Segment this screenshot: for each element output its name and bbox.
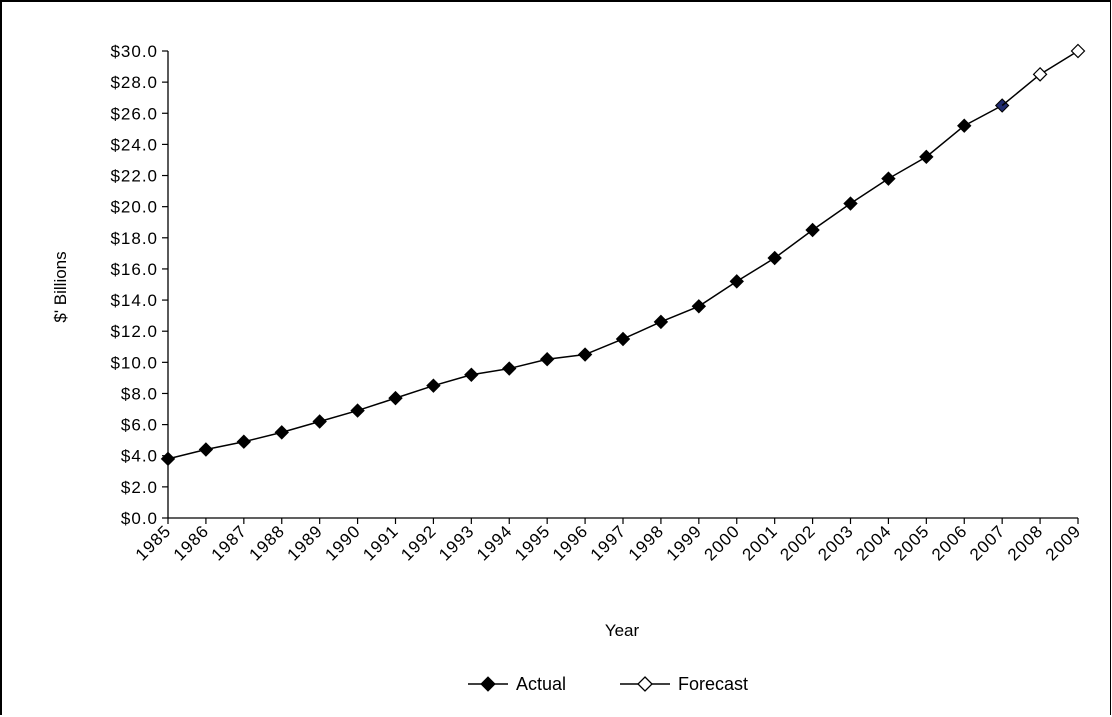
x-tick-label: 2009 (1042, 521, 1085, 564)
data-point-actual-2006 (957, 118, 972, 133)
x-tick-label: 1989 (283, 521, 326, 564)
data-point-actual-1986 (198, 442, 214, 457)
legend-marker-actual (480, 676, 496, 692)
legend: Actual Forecast (468, 674, 748, 694)
data-point-actual-1992 (426, 378, 441, 393)
x-tick-label: 2001 (738, 521, 781, 564)
y-tick-label: $10.0 (110, 353, 158, 372)
data-point-actual-1995 (539, 352, 555, 367)
data-point-actual-2004 (881, 171, 896, 186)
data-point-actual-1993 (464, 367, 479, 382)
y-tick-label: $0.0 (121, 509, 158, 528)
y-tick-label: $30.0 (110, 42, 158, 61)
x-tick-label: 2002 (776, 521, 819, 564)
data-point-actual-1990 (350, 403, 365, 418)
y-tick-label: $4.0 (121, 447, 158, 466)
y-tick-label: $14.0 (110, 291, 158, 310)
x-tick-label: 1988 (246, 521, 289, 564)
y-axis-title: $' Billions (51, 251, 70, 322)
data-point-actual-1985 (160, 451, 176, 467)
data-point-actual-1988 (274, 425, 289, 440)
y-tick-labels: $0.0 $2.0 $4.0 $6.0 $8.0 $10.0 $12.0 $14.0 $16.0… (110, 42, 158, 528)
legend-item-actual: Actual (468, 674, 566, 694)
y-tick-label: $2.0 (121, 478, 158, 497)
y-tick-label: $16.0 (110, 260, 158, 279)
y-tick-label: $12.0 (110, 322, 158, 341)
y-tick-label: $22.0 (110, 167, 158, 186)
x-tick-label: 1986 (170, 521, 213, 564)
x-tick-label: 2004 (852, 521, 895, 564)
x-tick-label: 1997 (587, 521, 630, 564)
x-tick-label: 1996 (549, 521, 592, 564)
x-tick-label: 1998 (625, 521, 668, 564)
data-point-actual-2003 (843, 196, 858, 211)
data-point-actual-1994 (502, 361, 517, 376)
data-point-actual-1999 (691, 299, 707, 314)
y-tick-label: $18.0 (110, 229, 158, 248)
x-tick-label: 1999 (663, 521, 706, 564)
data-point-forecast-2008 (1032, 67, 1048, 82)
data-point-actual-2000 (729, 274, 744, 289)
x-tick-label: 2006 (928, 521, 971, 564)
x-tick-label: 2007 (966, 521, 1009, 564)
x-tick-label: 2003 (814, 521, 857, 564)
data-point-actual-1997 (615, 331, 631, 347)
y-tick-label: $28.0 (110, 73, 158, 92)
series-forecast (1001, 43, 1086, 107)
y-tick-label: $8.0 (121, 384, 158, 403)
y-tick-label: $6.0 (121, 416, 158, 435)
x-tick-label: 1992 (397, 521, 440, 564)
data-point-actual-1996 (577, 347, 593, 362)
x-tick-label: 1987 (208, 521, 251, 564)
y-tick-label: $24.0 (110, 135, 158, 154)
legend-label-actual: Actual (516, 674, 566, 694)
legend-marker-forecast (637, 676, 653, 692)
series-actual (160, 98, 1010, 467)
x-tick-label: 1991 (359, 521, 402, 564)
series-line-actual (167, 104, 1003, 460)
x-tick-label: 1995 (511, 521, 554, 564)
series-layer (160, 43, 1086, 467)
y-tick-label: $26.0 (110, 104, 158, 123)
x-axis-title: Year (605, 621, 640, 640)
data-point-forecast-2009 (1070, 43, 1086, 59)
legend-label-forecast: Forecast (678, 674, 748, 694)
x-tick-label: 2000 (701, 521, 744, 564)
x-tick-label: 1993 (435, 521, 478, 564)
data-point-actual-2002 (805, 222, 820, 238)
data-point-actual-2001 (767, 250, 782, 266)
legend-item-forecast: Forecast (620, 674, 748, 694)
x-tick-label: 2008 (1004, 521, 1047, 564)
y-tick-label: $20.0 (110, 198, 158, 217)
x-tick-label: 1990 (321, 521, 364, 564)
data-point-actual-1998 (653, 314, 669, 330)
x-tick-labels: 1985198619871988198919901991199219931994… (132, 521, 1085, 564)
data-point-actual-1991 (388, 390, 403, 406)
x-tick-label: 2005 (890, 521, 933, 564)
data-point-actual-1989 (312, 414, 327, 429)
axes (162, 50, 1079, 524)
x-tick-label: 1994 (473, 521, 516, 564)
data-point-actual-2005 (919, 149, 934, 165)
data-point-actual-1987 (236, 434, 252, 449)
